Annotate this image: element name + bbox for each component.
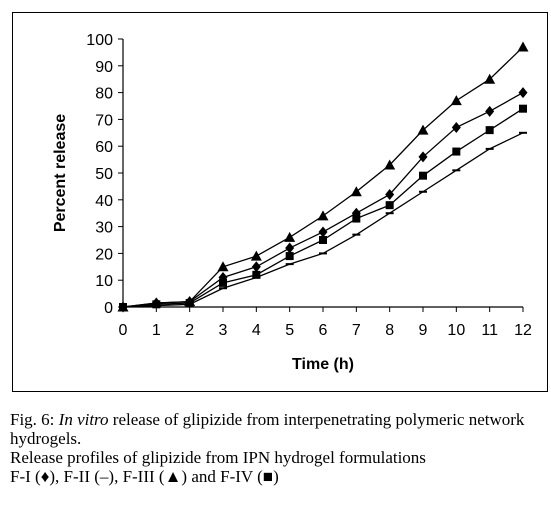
data-point-f-iii	[384, 159, 396, 170]
series-lines	[122, 46, 524, 308]
data-point-f-iv	[252, 270, 261, 279]
caption-title: Fig. 6: In vitro release of glipizide fr…	[10, 410, 550, 448]
data-point-f-i	[485, 105, 495, 117]
data-point-f-iv	[119, 303, 127, 311]
caption-legend-f2: ), F-II (	[49, 467, 100, 486]
caption-title-rest: release of glipizide from interpenetrati…	[10, 410, 525, 448]
x-tick-label: 3	[219, 322, 228, 339]
series-line-f-iv	[122, 108, 524, 308]
data-point-f-iii	[284, 231, 296, 242]
data-point-f-i	[418, 151, 428, 163]
data-point-f-iv	[319, 236, 327, 244]
figure-caption: Fig. 6: In vitro release of glipizide fr…	[10, 410, 550, 486]
data-point-f-ii	[219, 287, 227, 290]
y-tick-label: 80	[95, 86, 113, 103]
x-tick-label: 6	[319, 322, 328, 339]
data-point-f-i	[518, 87, 528, 99]
data-point-f-iii	[317, 210, 329, 221]
caption-fig-label: Fig. 6:	[10, 410, 59, 429]
y-tick-label: 30	[95, 220, 113, 237]
y-tick-label: 50	[95, 166, 113, 183]
data-point-f-i	[285, 242, 295, 254]
y-axis-ticks: 0 10 20 30 40 50 60 70 80 90 100	[86, 32, 123, 317]
data-point-f-ii	[385, 212, 394, 215]
data-point-f-iii	[417, 124, 429, 135]
x-tick-label: 2	[185, 322, 194, 339]
data-point-f-iv	[519, 104, 527, 113]
data-point-f-iv	[419, 171, 427, 180]
data-point-f-iv	[452, 147, 461, 156]
data-point-f-ii	[419, 190, 427, 193]
data-point-f-ii	[485, 147, 494, 150]
x-axis-title: Time (h)	[292, 356, 354, 373]
axes	[122, 39, 523, 308]
x-tick-label: 1	[152, 322, 161, 339]
x-tick-label: 0	[119, 322, 128, 339]
data-point-f-i	[451, 121, 461, 133]
data-point-f-iii	[484, 73, 496, 84]
data-point-f-iii	[517, 41, 529, 52]
caption-line2: Release profiles of glipizide from IPN h…	[10, 448, 426, 467]
caption-title-italic: In vitro	[58, 410, 109, 429]
y-tick-label: 60	[95, 139, 113, 156]
data-point-f-iii	[250, 250, 262, 261]
y-axis-title: Percent release	[52, 114, 69, 232]
data-point-f-ii	[352, 233, 361, 236]
data-point-f-ii	[452, 169, 461, 172]
data-point-f-ii	[519, 131, 527, 134]
data-point-f-iv	[219, 278, 227, 287]
x-axis-ticks: 0 1 2 3 4 5 6 7 8 9 10 11 12	[119, 307, 532, 339]
x-tick-label: 9	[419, 322, 428, 339]
data-point-f-iv	[152, 300, 161, 309]
caption-legend-f1: F-I (	[10, 467, 41, 486]
data-point-f-iv	[385, 201, 394, 210]
square-icon: ■	[262, 467, 274, 486]
x-tick-label: 8	[385, 322, 394, 339]
y-tick-label: 10	[95, 273, 113, 290]
data-point-f-i	[318, 226, 328, 238]
dash-icon: –	[99, 467, 109, 486]
data-point-f-iii	[217, 261, 229, 272]
figure-frame: 0 10 20 30 40 50 60 70 80 90 100 0 1 2 3 4 5 6 7 8 9 10 11 12 …	[12, 12, 548, 392]
series-line-f-iii	[122, 46, 524, 308]
caption-legend-f4: ) and F-IV (	[181, 467, 263, 486]
data-point-f-ii	[285, 263, 294, 266]
data-point-f-iv	[185, 298, 194, 307]
caption-legend-f3: ), F-III (	[108, 467, 165, 486]
x-tick-label: 4	[252, 322, 261, 339]
caption-legend: F-I (♦), F-II (–), F-III (▲) and F-IV (■…	[10, 467, 550, 486]
y-tick-label: 70	[95, 112, 113, 129]
y-tick-label: 40	[95, 193, 113, 210]
data-point-f-ii	[319, 252, 327, 255]
data-point-f-iv	[485, 126, 494, 135]
data-point-f-i	[251, 261, 261, 273]
diamond-icon: ♦	[40, 467, 50, 486]
x-tick-label: 12	[514, 322, 532, 339]
y-tick-label: 20	[95, 246, 113, 263]
triangle-icon: ▲	[164, 467, 182, 486]
y-tick-label: 90	[95, 59, 113, 76]
data-point-f-i	[385, 188, 395, 200]
caption-legend-end: )	[273, 467, 279, 486]
x-tick-label: 11	[481, 322, 498, 339]
data-point-f-iii	[450, 95, 462, 106]
data-point-f-iv	[285, 252, 294, 261]
x-tick-label: 10	[447, 322, 465, 339]
y-tick-label: 100	[86, 32, 113, 49]
data-point-f-iii	[350, 186, 362, 197]
x-tick-label: 7	[352, 322, 361, 339]
y-tick-label: 0	[104, 300, 113, 317]
series-line-f-i	[122, 92, 524, 308]
series-markers	[117, 41, 529, 313]
data-point-f-iv	[352, 214, 361, 223]
x-tick-label: 5	[285, 322, 294, 339]
